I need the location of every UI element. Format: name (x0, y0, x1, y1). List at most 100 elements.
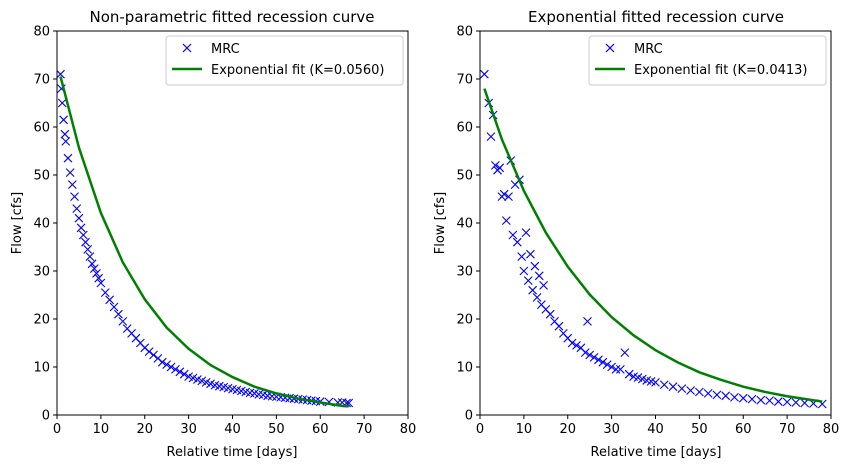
chart-1-x-tick-label: 60 (312, 422, 329, 437)
chart-2-mrc-point (480, 69, 489, 79)
chart-2-y-tick-label: 50 (456, 169, 473, 184)
chart-1-mrc-point (92, 269, 101, 278)
chart-1-plot-area (57, 69, 354, 408)
chart-1-legend-fit-label: Exponential fit (K=0.0560) (211, 63, 384, 78)
chart-1-mrc-point (118, 317, 128, 326)
chart-2-mrc-point (620, 348, 630, 357)
chart-2-mrc-point (721, 391, 731, 401)
chart-2-mrc-point (607, 362, 617, 372)
chart-1-mrc-point (171, 365, 180, 374)
chart-1-mrc-point (149, 350, 158, 360)
chart-2-mrc-point (545, 309, 555, 319)
chart-2-mrc-point (583, 317, 592, 326)
chart-2-mrc-point (589, 353, 599, 362)
chart-2-mrc-point (499, 189, 509, 199)
chart-1-mrc-point (81, 237, 90, 247)
chart-1-mrc-point (179, 369, 189, 379)
chart-1-title: Non-parametric fitted recession curve (89, 8, 374, 26)
chart-2-mrc-point (580, 348, 590, 357)
chart-2-fit-curve (483, 88, 823, 403)
chart-1-mrc-point (57, 69, 65, 79)
chart-2-x-tick-label: 80 (823, 422, 840, 437)
chart-1-mrc-point (100, 288, 110, 297)
chart-2: Exponential fitted recession curve 0 10 20… (433, 8, 839, 460)
chart-2-mrc-point (712, 390, 722, 400)
chart-2-mrc-point (495, 163, 505, 173)
chart-1-mrc-point (175, 367, 185, 377)
chart-2-y-tick-label: 60 (456, 121, 473, 136)
chart-2-mrc-point (554, 321, 564, 331)
chart-2-x-tick-label: 40 (647, 422, 664, 437)
chart-2-legend-fit-label: Exponential fit (K=0.0413) (634, 63, 807, 78)
chart-1-y-tick-label: 50 (33, 169, 50, 184)
chart-1-mrc-point (67, 180, 77, 189)
chart-1-mrc-point (144, 347, 154, 357)
chart-2-mrc-point (611, 365, 621, 374)
chart-2-x-tick-label: 20 (559, 422, 576, 437)
chart-2-y-tick-label: 30 (456, 265, 473, 280)
chart-1-mrc-point (85, 252, 95, 261)
chart-1-mrc-point (65, 168, 75, 177)
chart-2-mrc-point (602, 360, 612, 369)
chart-1-legend-mrc-label: MRC (211, 42, 240, 57)
chart-2-mrc-point (539, 281, 549, 290)
chart-2-x-tick-label: 0 (476, 422, 484, 437)
chart-1-frame (56, 30, 409, 416)
chart-1-x-tick-label: 30 (180, 422, 197, 437)
chart-2-mrc-point (523, 276, 533, 285)
chart-2-y-tick-label: 10 (456, 361, 473, 376)
chart-2-legend: MRC Exponential fit (K=0.0413) (588, 35, 827, 86)
chart-2-y-tick-label: 40 (456, 217, 473, 232)
chart-1-y-tick-label: 10 (33, 361, 50, 376)
chart-2-x-tick-label: 50 (691, 422, 708, 437)
chart-1-mrc-point (89, 264, 99, 273)
chart-2-y-tick-label: 20 (456, 313, 473, 328)
chart-1-y-tick-label: 30 (33, 265, 50, 280)
chart-2-mrc-point (504, 192, 513, 201)
chart-1-mrc-point (96, 278, 106, 288)
chart-2-mrc-point (508, 230, 518, 240)
chart-2-mrc-point (659, 380, 669, 390)
chart-2-mrc-point (773, 397, 783, 406)
chart-1-mrc-point (94, 273, 104, 283)
chart-1-x-tick-label: 0 (53, 422, 61, 437)
chart-2-mrc-point (528, 285, 538, 295)
chart-1-mrc-point (78, 230, 88, 240)
chart-1-mrc-point (162, 360, 172, 369)
chart-2-x-tick-label: 60 (735, 422, 752, 437)
chart-2-x-tick-label: 70 (779, 422, 796, 437)
chart-2-mrc-point (694, 387, 704, 397)
chart-2-mrc-point (490, 161, 500, 170)
chart-2-mrc-point (756, 395, 766, 405)
chart-2-mrc-point (791, 398, 801, 407)
chart-2-mrc-point (486, 132, 496, 141)
chart-1-legend: MRC Exponential fit (K=0.0560) (165, 35, 404, 86)
chart-2-mrc-point (598, 357, 608, 367)
chart-2-mrc-point (616, 365, 625, 374)
chart-2-mrc-point (530, 261, 540, 271)
chart-2-legend-box (588, 35, 827, 86)
chart-1-x-tick-label: 10 (93, 422, 110, 437)
chart-2-mrc-point (686, 386, 695, 395)
chart-2-frame (479, 30, 832, 416)
chart-2-mrc-point (512, 237, 522, 247)
chart-1-y-tick-label: 70 (33, 73, 50, 88)
chart-2-x-tick-label: 30 (603, 422, 620, 437)
chart-1-mrc-point (61, 137, 71, 146)
chart-2-mrc-point (519, 266, 529, 276)
chart-2-y-axis-label: Flow [cfs] (433, 192, 448, 254)
chart-2-legend-mrc-label: MRC (634, 42, 663, 57)
chart-1-mrc-point (70, 192, 79, 201)
chart-2-mrc-point (567, 338, 577, 348)
chart-2-mrc-point (765, 396, 774, 405)
chart-1-mrc-point (57, 98, 67, 108)
chart-2-mrc-point (534, 271, 544, 281)
chart-1-mrc-point (109, 302, 119, 312)
chart-1-y-tick-label: 60 (33, 121, 50, 136)
chart-1-mrc-point (74, 213, 84, 223)
chart-2-mrc-point (572, 341, 581, 350)
chart-2-x-axis-label: Relative time [days] (591, 445, 722, 460)
chart-1-mrc-point (72, 204, 82, 213)
chart-1-mrc-point (60, 129, 70, 139)
chart-2-mrc-point (738, 393, 748, 403)
